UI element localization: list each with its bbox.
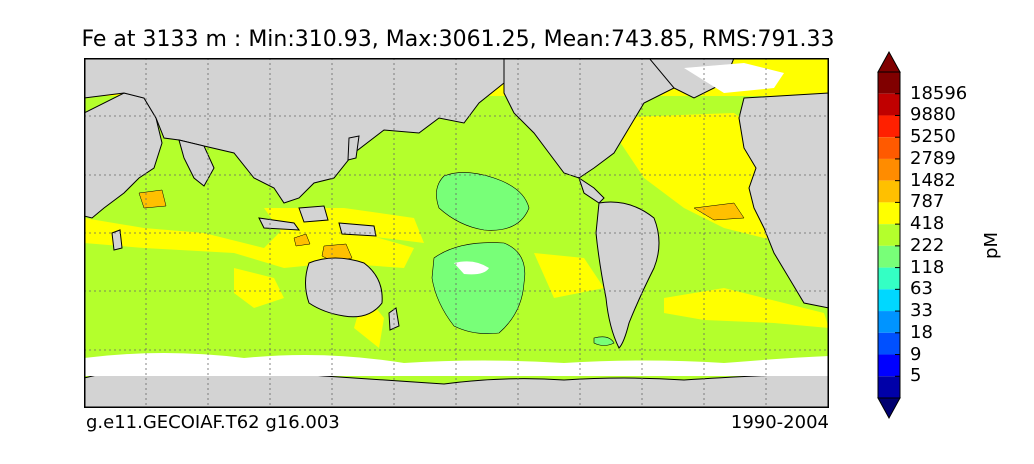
colorbar: 18596 9880 5250 2789 1482 787 418 222 118 63 33 18 9… — [870, 50, 990, 420]
colorbar-tick-label: 5250 — [910, 126, 956, 148]
fe-222-418-regions — [431, 172, 615, 346]
south-america — [595, 201, 660, 349]
colorbar-bin — [878, 354, 900, 377]
land-masses — [84, 58, 829, 408]
colorbar-tick-label: 18596 — [910, 82, 968, 104]
colorbar-bin — [878, 311, 900, 333]
colorbar-tick-label: 118 — [910, 256, 945, 278]
colorbar-tick-label: 2789 — [910, 147, 956, 169]
colorbar-extend-min — [877, 397, 901, 420]
colorbar-tick-label: 63 — [910, 278, 933, 300]
colorbar-tick-label: 418 — [910, 213, 945, 235]
colorbar-bin — [878, 332, 900, 355]
australia — [305, 257, 383, 318]
colorbar-bin — [878, 93, 900, 116]
colorbar-tick-label: 5 — [910, 365, 922, 387]
run-identifier: g.e11.GECOIAF.T62 g16.003 — [86, 412, 340, 433]
colorbar-bin — [878, 137, 900, 159]
eurasia — [84, 58, 515, 204]
colorbar-bin — [878, 158, 900, 181]
colorbar-unit-label: pM — [980, 232, 1002, 259]
colorbar-bin — [878, 202, 900, 225]
colorbar-bin — [878, 376, 900, 398]
graticule — [84, 58, 829, 408]
global-ocean-map — [84, 58, 829, 408]
colorbar-tick-label: 222 — [910, 234, 945, 256]
north-america — [503, 58, 675, 179]
india — [178, 139, 215, 187]
colorbar-tick-label: 9 — [910, 343, 922, 365]
map-title: Fe at 3133 m : Min:310.93, Max:3061.25, … — [81, 27, 835, 52]
europe-africa-east — [738, 92, 829, 309]
colorbar-bin — [878, 267, 900, 290]
colorbar-tick-label: 33 — [910, 300, 933, 322]
colorbar-tick-label: 787 — [910, 191, 945, 213]
date-range: 1990-2004 — [730, 412, 829, 433]
colorbar-tick-label: 18 — [910, 321, 933, 343]
colorbar-extend-max — [877, 50, 901, 73]
colorbar-bin — [878, 180, 900, 203]
colorbar-tick-label: 1482 — [910, 169, 956, 191]
colorbar-tick-label: 9880 — [910, 104, 956, 126]
colorbar-bin — [878, 115, 900, 138]
colorbar-bin — [878, 224, 900, 246]
colorbar-bin — [878, 289, 900, 312]
colorbar-bin — [878, 245, 900, 268]
colorbar-bin — [878, 72, 900, 94]
